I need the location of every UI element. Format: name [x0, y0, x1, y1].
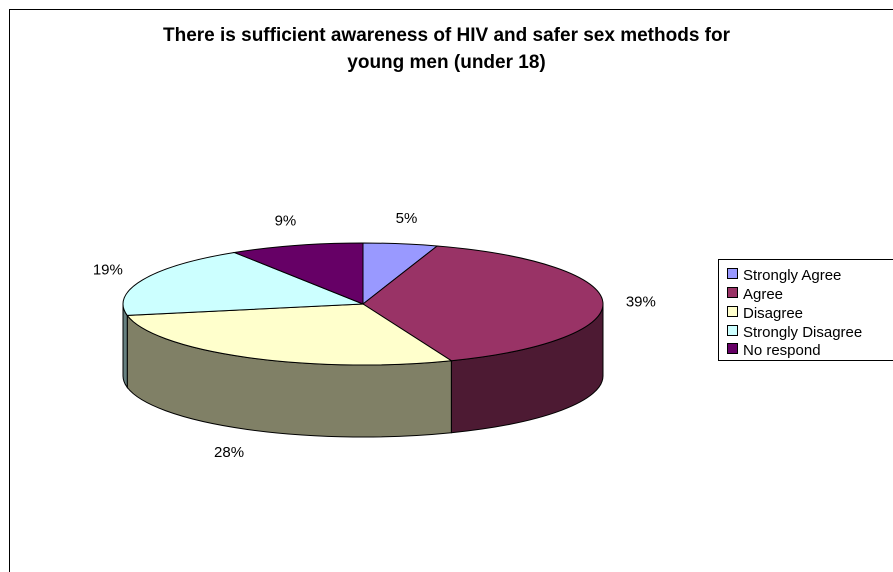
- chart-title-line-1: There is sufficient awareness of HIV and…: [162, 25, 730, 46]
- pie-label-strongly-disagree: 19%: [93, 261, 123, 278]
- pie-label-no-respond: 9%: [275, 212, 297, 229]
- legend-item-agree: Agree: [727, 286, 783, 304]
- legend-item-strongly-disagree: Strongly Disagree: [727, 324, 862, 342]
- pie-label-disagree: 28%: [214, 444, 244, 461]
- pie-label-strongly-agree: 5%: [396, 210, 418, 227]
- legend-item-disagree: Disagree: [727, 305, 803, 323]
- legend: Strongly Agree Agree Disagree Strongly D…: [718, 259, 893, 361]
- pie-label-agree: 39%: [626, 293, 656, 310]
- legend-item-strongly-agree: Strongly Agree: [727, 267, 841, 285]
- chart-title-line-2: young men (under 18): [347, 52, 546, 73]
- legend-swatch-agree: [727, 287, 738, 298]
- legend-label-agree: Agree: [743, 286, 784, 303]
- legend-label-strongly-disagree: Strongly Disagree: [743, 324, 863, 341]
- chart-title: There is sufficient awareness of HIV and…: [0, 22, 893, 76]
- legend-swatch-disagree: [727, 306, 738, 317]
- legend-label-no-respond: No respond: [743, 342, 821, 359]
- legend-swatch-no-respond: [727, 343, 738, 354]
- legend-label-strongly-agree: Strongly Agree: [743, 267, 842, 284]
- pie-slice-agree: [362, 245, 604, 362]
- legend-swatch-strongly-disagree: [727, 325, 738, 336]
- pie-side-strongly-disagree: [122, 303, 128, 389]
- legend-item-no-respond: No respond: [727, 342, 821, 360]
- pie-tops: [122, 242, 604, 366]
- legend-label-disagree: Disagree: [743, 305, 804, 322]
- pie-slice-disagree: [126, 303, 453, 366]
- legend-swatch-strongly-agree: [727, 268, 738, 279]
- chart-frame: [9, 9, 893, 572]
- pie-slice-no-respond: [232, 242, 364, 305]
- pie-labels: 5% 39% 28% 19% 9%: [93, 210, 656, 461]
- pie-slice-strongly-disagree: [122, 251, 364, 316]
